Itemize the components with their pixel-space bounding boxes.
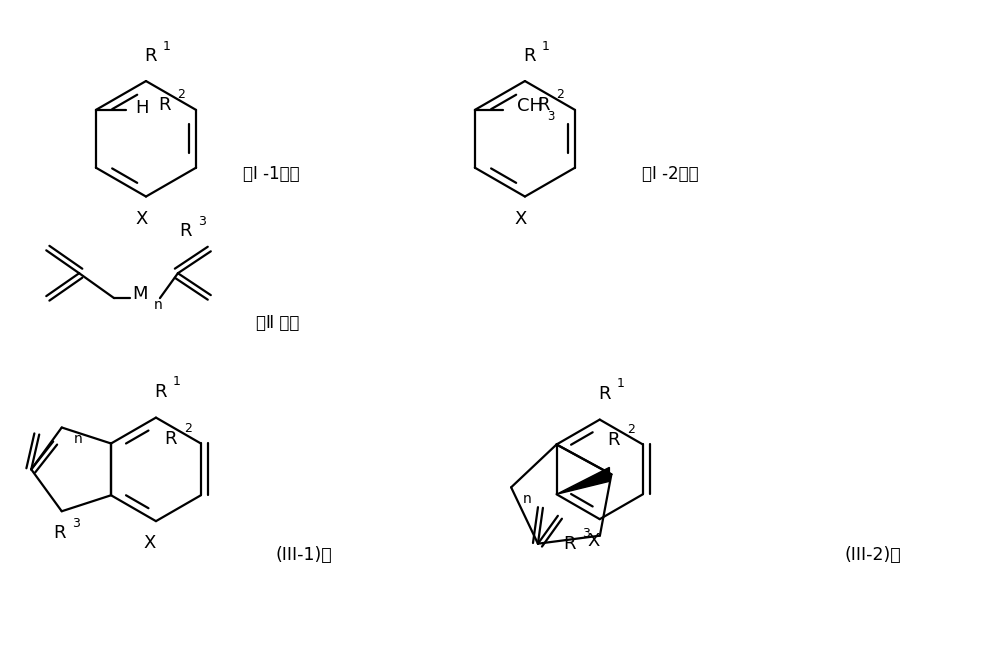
Text: R: R (524, 47, 536, 65)
Text: X: X (144, 534, 156, 552)
Text: 2: 2 (556, 89, 564, 102)
Text: 2: 2 (627, 423, 635, 436)
Text: R: R (608, 430, 620, 448)
Text: 3: 3 (582, 527, 590, 540)
Text: R: R (158, 96, 170, 114)
Text: （Ⅱ ）；: （Ⅱ ）； (256, 314, 299, 332)
Text: X: X (515, 211, 527, 229)
Text: 1: 1 (542, 40, 550, 52)
Text: 1: 1 (617, 377, 625, 390)
Text: （Ⅰ -2）；: （Ⅰ -2）； (642, 165, 698, 183)
Text: X: X (588, 532, 600, 550)
Text: n: n (523, 492, 531, 506)
Text: R: R (598, 385, 611, 402)
Text: 3: 3 (72, 516, 80, 529)
Text: H: H (135, 99, 149, 117)
Text: n: n (154, 298, 162, 312)
Text: R: R (155, 383, 167, 400)
Text: （Ⅰ -1）或: （Ⅰ -1）或 (243, 165, 299, 183)
Text: 3: 3 (198, 215, 206, 228)
Polygon shape (557, 467, 609, 494)
Text: R: R (53, 524, 66, 542)
Text: R: R (145, 47, 157, 65)
Text: M: M (132, 285, 148, 303)
Text: 1: 1 (163, 40, 171, 52)
Text: R: R (564, 535, 576, 553)
Text: (III-1)或: (III-1)或 (276, 546, 332, 564)
Text: 2: 2 (177, 89, 185, 102)
Text: CH: CH (517, 97, 543, 115)
Text: X: X (136, 211, 148, 229)
Text: (III-2)；: (III-2)； (844, 546, 901, 564)
Text: 2: 2 (184, 422, 192, 435)
Text: R: R (165, 430, 177, 448)
Text: 1: 1 (173, 375, 181, 388)
Text: 3: 3 (547, 110, 554, 123)
Text: R: R (537, 96, 549, 114)
Text: n: n (73, 432, 82, 446)
Text: R: R (180, 222, 192, 240)
